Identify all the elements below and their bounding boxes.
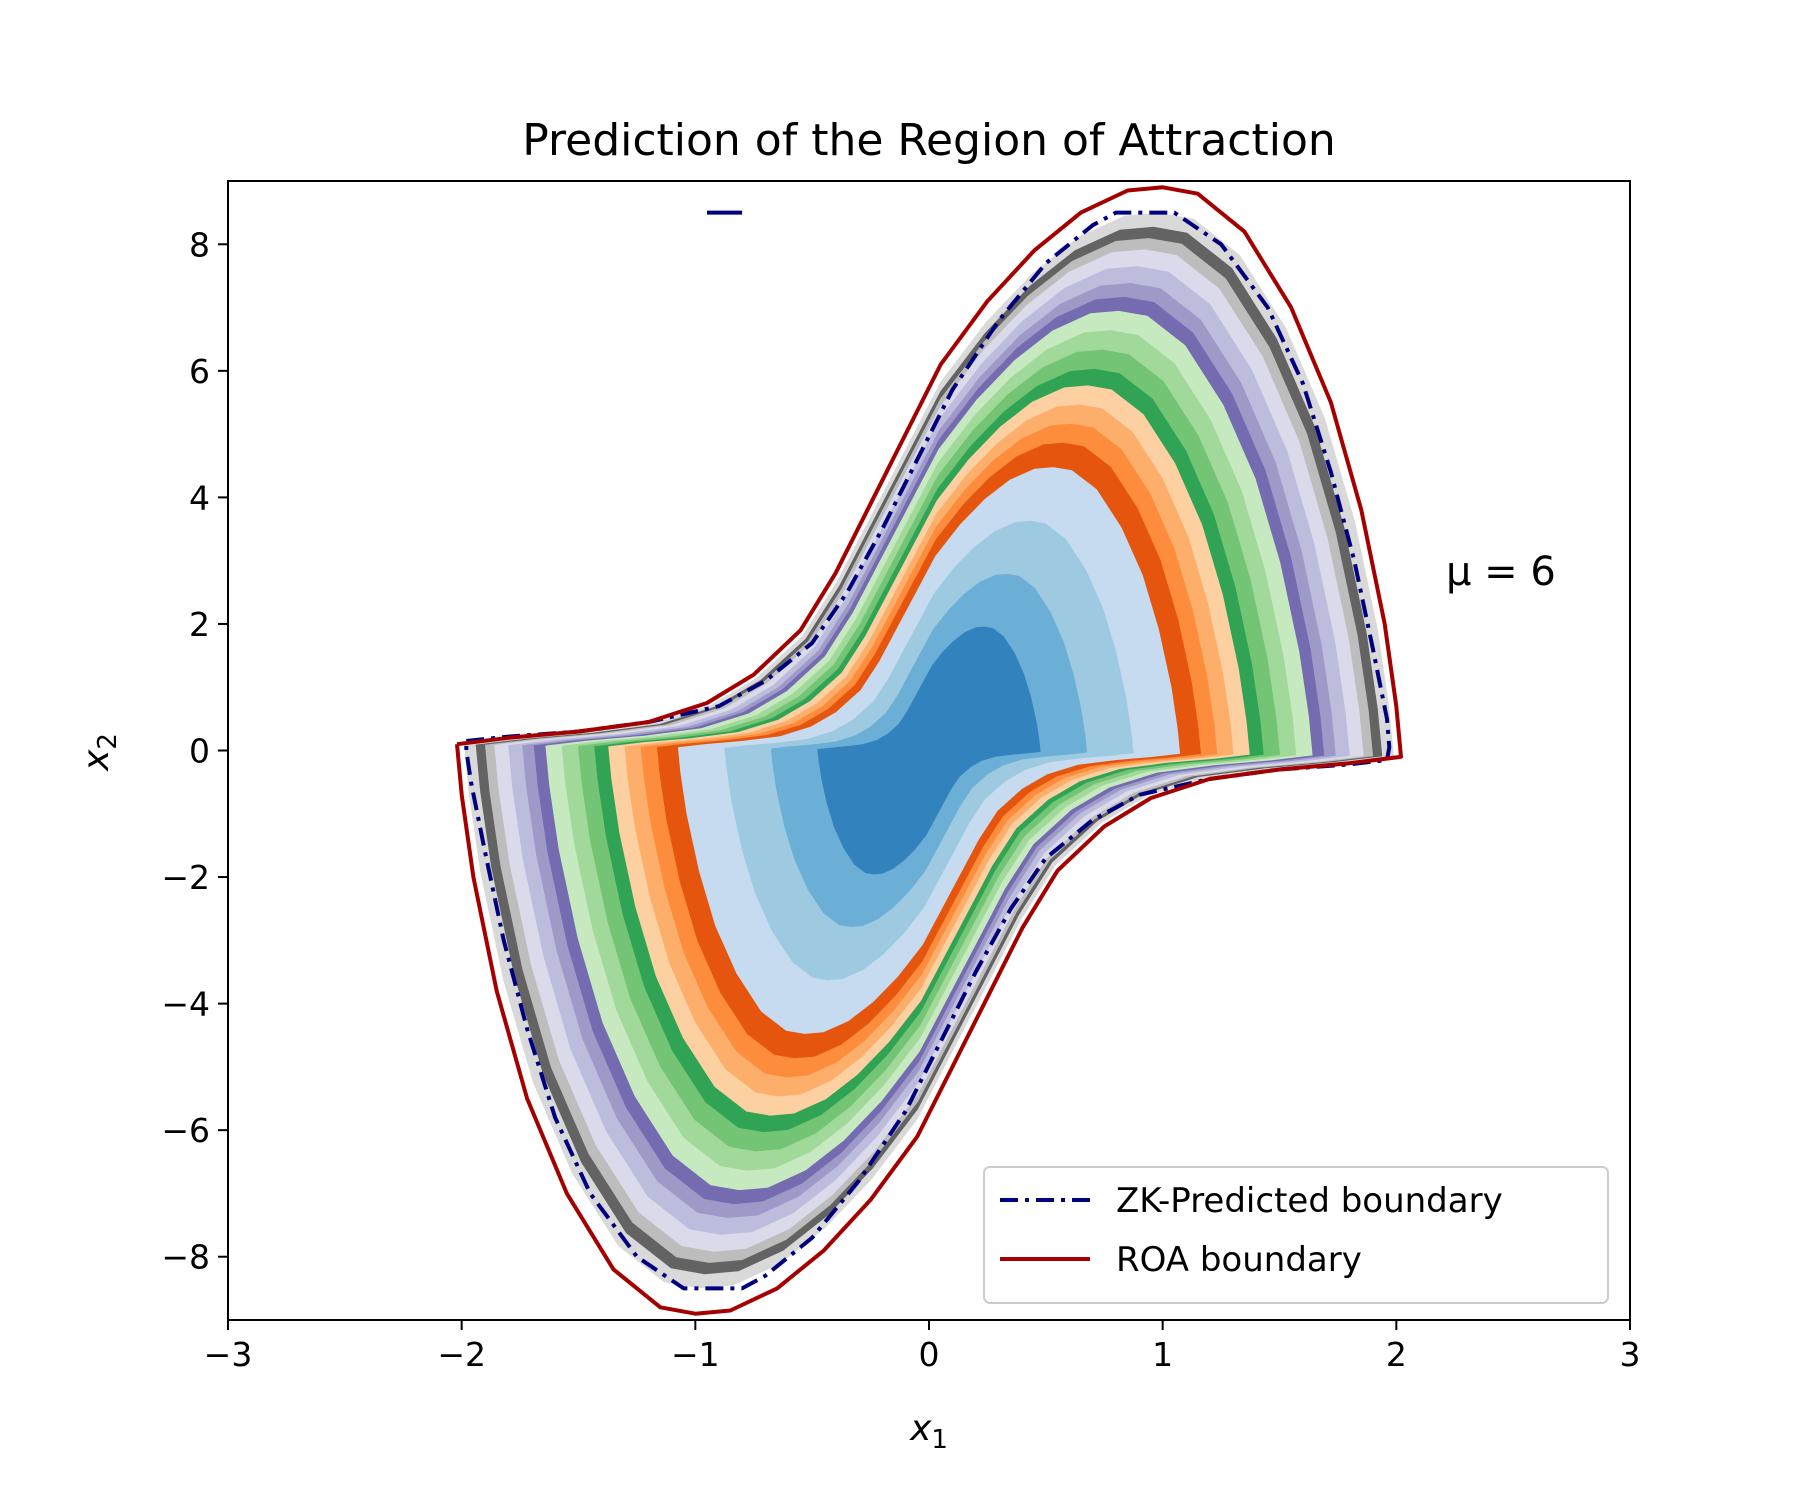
y-axis-label: x2 [76,733,123,772]
y-tick-label: −8 [161,1238,210,1277]
plot-area [455,185,1403,1316]
x-axis-label: x1 [909,1408,948,1455]
legend-label-zk: ZK-Predicted boundary [1116,1181,1503,1221]
mu-annotation: μ = 6 [1446,549,1556,595]
legend: ZK-Predicted boundary ROA boundary [983,1166,1609,1304]
y-tick-label: 8 [189,225,210,264]
series-line-roa-boundary [455,185,1403,1316]
contour-layer [464,212,1394,1289]
legend-label-roa: ROA boundary [1116,1240,1362,1280]
x-tick-label: −1 [671,1335,720,1374]
y-tick-label: 2 [189,605,210,644]
series-layer [455,185,1403,1316]
x-tick-label: −2 [437,1335,486,1374]
y-tick-label: −6 [161,1111,210,1150]
y-tick-label: −2 [161,858,210,897]
y-tick-label: −4 [161,985,210,1024]
x-tick-label: −3 [204,1335,253,1374]
y-tick-label: 4 [189,478,210,517]
chart-title: Prediction of the Region of Attraction [522,115,1336,166]
x-axis: −3 −2 −1 0 1 2 3 [204,1320,1641,1374]
y-axis: −8 −6 −4 −2 0 2 4 6 8 [161,225,228,1277]
x-tick-label: 3 [1620,1335,1641,1374]
x-tick-label: 0 [919,1335,940,1374]
x-tick-label: 2 [1386,1335,1407,1374]
legend-box [983,1166,1609,1304]
x-tick-label: 1 [1152,1335,1173,1374]
y-tick-label: 6 [189,352,210,391]
contour-level-19 [817,626,1041,875]
y-tick-label: 0 [189,732,210,771]
